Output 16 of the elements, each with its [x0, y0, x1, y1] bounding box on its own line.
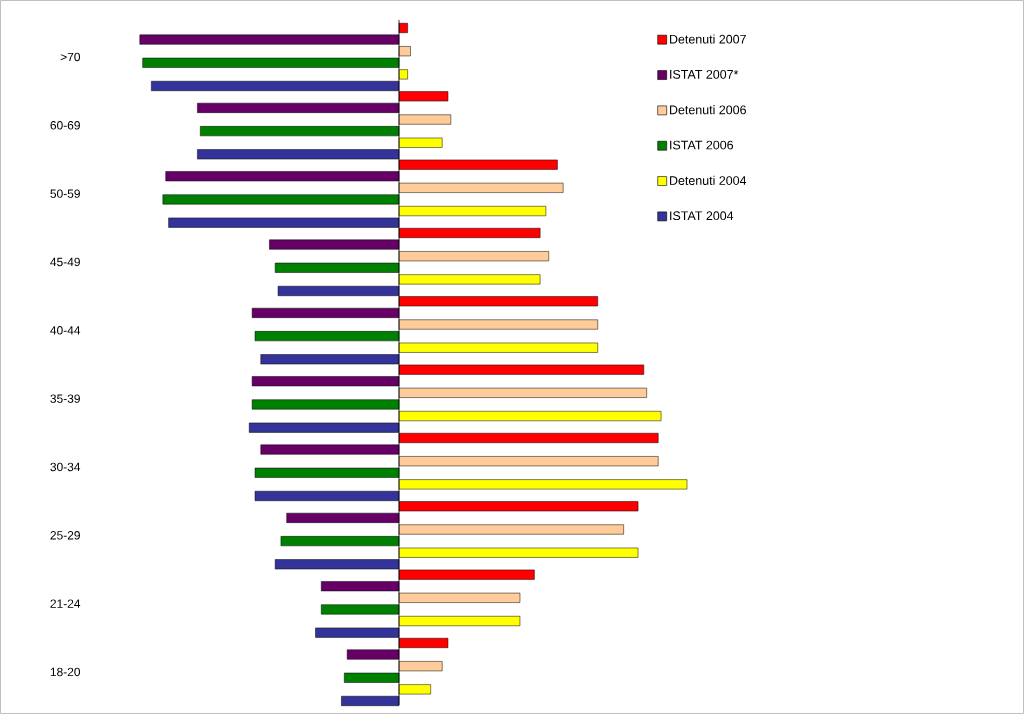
legend-label: Detenuti 2006: [670, 105, 746, 115]
y-tick-label: 40-44: [50, 326, 81, 335]
legend-label: Detenuti 2007: [670, 34, 746, 44]
y-tick-label: >70: [60, 52, 81, 62]
y-tick-label: 50-59: [50, 189, 80, 198]
legend-label: ISTAT 2007*: [670, 69, 739, 79]
y-tick-label: 45-49: [50, 257, 80, 267]
y-tick-label: 18-20: [50, 667, 81, 677]
y-tick-label: 21-24: [50, 599, 81, 608]
y-tick-label: 60-69: [50, 121, 80, 130]
y-tick-label: 35-39: [50, 394, 80, 403]
legend-label: ISTAT 2004: [670, 211, 734, 221]
y-tick-label: 30-34: [50, 462, 81, 472]
y-tick-label: 25-29: [50, 531, 80, 540]
legend-label: ISTAT 2006: [670, 140, 734, 150]
legend-label: Detenuti 2004: [670, 175, 747, 185]
